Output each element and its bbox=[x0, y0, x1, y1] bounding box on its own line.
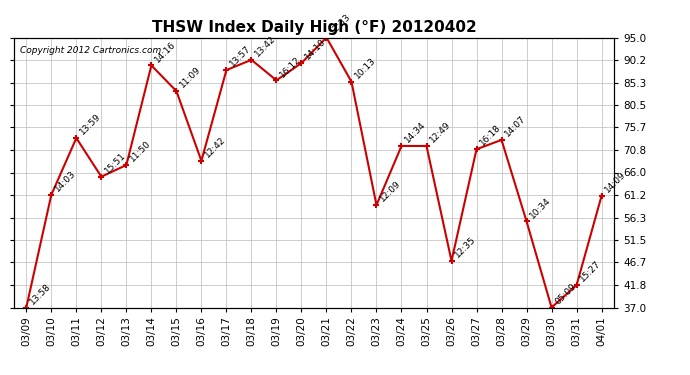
Text: 12:33: 12:33 bbox=[328, 12, 353, 36]
Text: Copyright 2012 Cartronics.com: Copyright 2012 Cartronics.com bbox=[20, 46, 161, 55]
Text: 13:58: 13:58 bbox=[28, 282, 52, 306]
Text: 15:51: 15:51 bbox=[103, 151, 128, 175]
Text: 14:34: 14:34 bbox=[403, 120, 427, 145]
Text: 16:12: 16:12 bbox=[278, 54, 302, 79]
Text: 16:18: 16:18 bbox=[478, 123, 502, 148]
Text: 14:07: 14:07 bbox=[503, 114, 527, 138]
Text: 12:49: 12:49 bbox=[428, 120, 453, 145]
Text: 12:35: 12:35 bbox=[453, 235, 477, 260]
Text: 10:34: 10:34 bbox=[528, 195, 553, 220]
Text: 12:42: 12:42 bbox=[203, 135, 227, 159]
Text: 14:09: 14:09 bbox=[603, 170, 627, 194]
Text: 14:03: 14:03 bbox=[52, 169, 77, 194]
Text: 13:59: 13:59 bbox=[78, 112, 102, 136]
Text: 15:27: 15:27 bbox=[578, 259, 602, 284]
Text: 11:50: 11:50 bbox=[128, 139, 152, 164]
Text: 13:42: 13:42 bbox=[253, 34, 277, 58]
Text: 05:09: 05:09 bbox=[553, 282, 578, 306]
Text: 10:13: 10:13 bbox=[353, 56, 377, 80]
Text: 14:16: 14:16 bbox=[152, 39, 177, 64]
Title: THSW Index Daily High (°F) 20120402: THSW Index Daily High (°F) 20120402 bbox=[152, 20, 476, 35]
Text: 13:57: 13:57 bbox=[228, 44, 253, 69]
Text: 14:10: 14:10 bbox=[303, 37, 327, 62]
Text: 11:09: 11:09 bbox=[178, 65, 202, 90]
Text: 12:09: 12:09 bbox=[378, 179, 402, 204]
